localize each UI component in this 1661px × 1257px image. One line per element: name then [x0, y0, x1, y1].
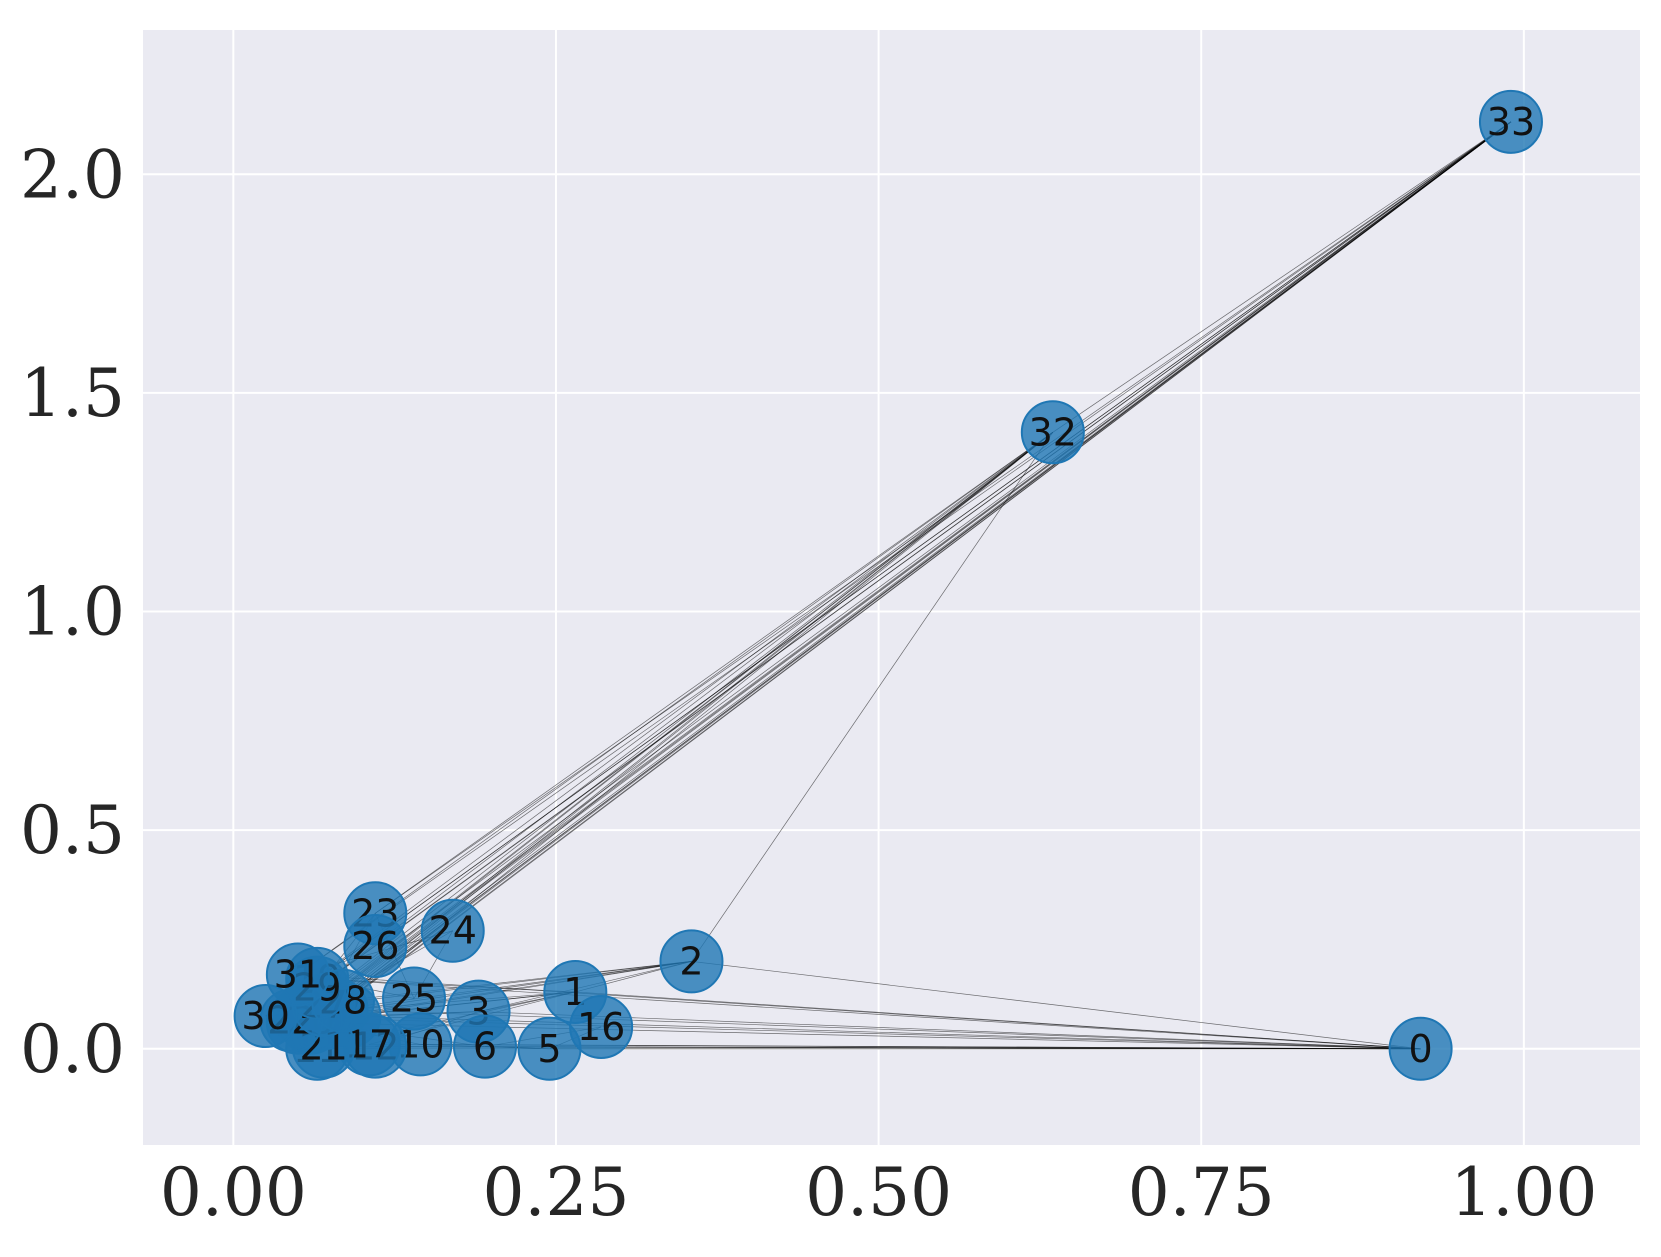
- network-nodes: 0123456789101112131415161718192021222324…: [233, 89, 1543, 1081]
- network-node: 31: [265, 942, 330, 1007]
- y-tick-label: 1.5: [20, 355, 125, 432]
- network-node: 2: [659, 929, 724, 994]
- network-edge: [375, 121, 1512, 914]
- network-edge: [375, 431, 1054, 914]
- y-tick-label: 2.0: [20, 136, 125, 213]
- x-tick-label: 0.00: [160, 1154, 307, 1231]
- network-edge: [342, 121, 1512, 1001]
- network-edge: [297, 121, 1512, 975]
- node-marker: [343, 914, 408, 979]
- node-marker: [420, 898, 485, 963]
- network-edge: [317, 121, 1512, 988]
- x-tick-label: 1.00: [1450, 1154, 1597, 1231]
- network-edge: [349, 1015, 1421, 1050]
- node-label: 0: [1409, 1027, 1433, 1071]
- node-label: 32: [1029, 410, 1077, 454]
- network-edge: [336, 1009, 1421, 1050]
- node-marker: [569, 994, 634, 1059]
- network-edge: [304, 121, 1512, 1017]
- network-node: 25: [382, 966, 447, 1031]
- node-marker: [1388, 1016, 1453, 1081]
- node-marker: [1020, 400, 1085, 465]
- network-node: 32: [1020, 400, 1085, 465]
- network-edge: [310, 121, 1512, 1021]
- node-label: 5: [537, 1027, 561, 1071]
- node-label: 31: [274, 952, 322, 996]
- network-edge: [297, 431, 1054, 975]
- network-node: 16: [569, 994, 634, 1059]
- node-label: 16: [577, 1005, 625, 1049]
- node-label: 6: [473, 1025, 497, 1069]
- network-edge: [291, 431, 1054, 1021]
- network-edge: [478, 1011, 1421, 1050]
- node-label: 24: [429, 909, 477, 953]
- network-edge: [265, 121, 1512, 1017]
- x-tick-label: 0.75: [1128, 1154, 1275, 1231]
- node-marker: [265, 942, 330, 1007]
- y-tick-label: 1.0: [20, 574, 125, 651]
- x-tick-label: 0.50: [805, 1154, 952, 1231]
- node-marker: [1478, 89, 1543, 154]
- network-node: 26: [343, 914, 408, 979]
- network-edge: [317, 431, 1054, 988]
- node-label: 25: [390, 977, 438, 1021]
- node-marker: [382, 966, 447, 1031]
- x-tick-label: 0.25: [482, 1154, 629, 1231]
- y-tick-label: 0.0: [20, 1011, 125, 1088]
- axis-tick-labels: 0.00 0.25 0.50 0.75 1.00 0.0 0.5 1.0 1.5 2.0: [20, 136, 1597, 1231]
- network-edge: [691, 432, 1054, 962]
- node-label: 2: [679, 939, 703, 983]
- network-node: 33: [1478, 89, 1543, 154]
- network-node: 6: [452, 1014, 517, 1079]
- node-label: 33: [1487, 100, 1535, 144]
- network-node: 0: [1388, 1016, 1453, 1081]
- network-edge: [291, 121, 1512, 1021]
- network-edge: [323, 121, 1512, 1006]
- node-marker: [452, 1014, 517, 1079]
- network-node: 24: [420, 898, 485, 963]
- y-tick-label: 0.5: [20, 792, 125, 869]
- network-edge: [691, 961, 1421, 1050]
- network-edge: [323, 121, 1512, 1019]
- node-label: 26: [351, 924, 399, 968]
- network-edge: [1052, 121, 1512, 433]
- node-marker: [659, 929, 724, 994]
